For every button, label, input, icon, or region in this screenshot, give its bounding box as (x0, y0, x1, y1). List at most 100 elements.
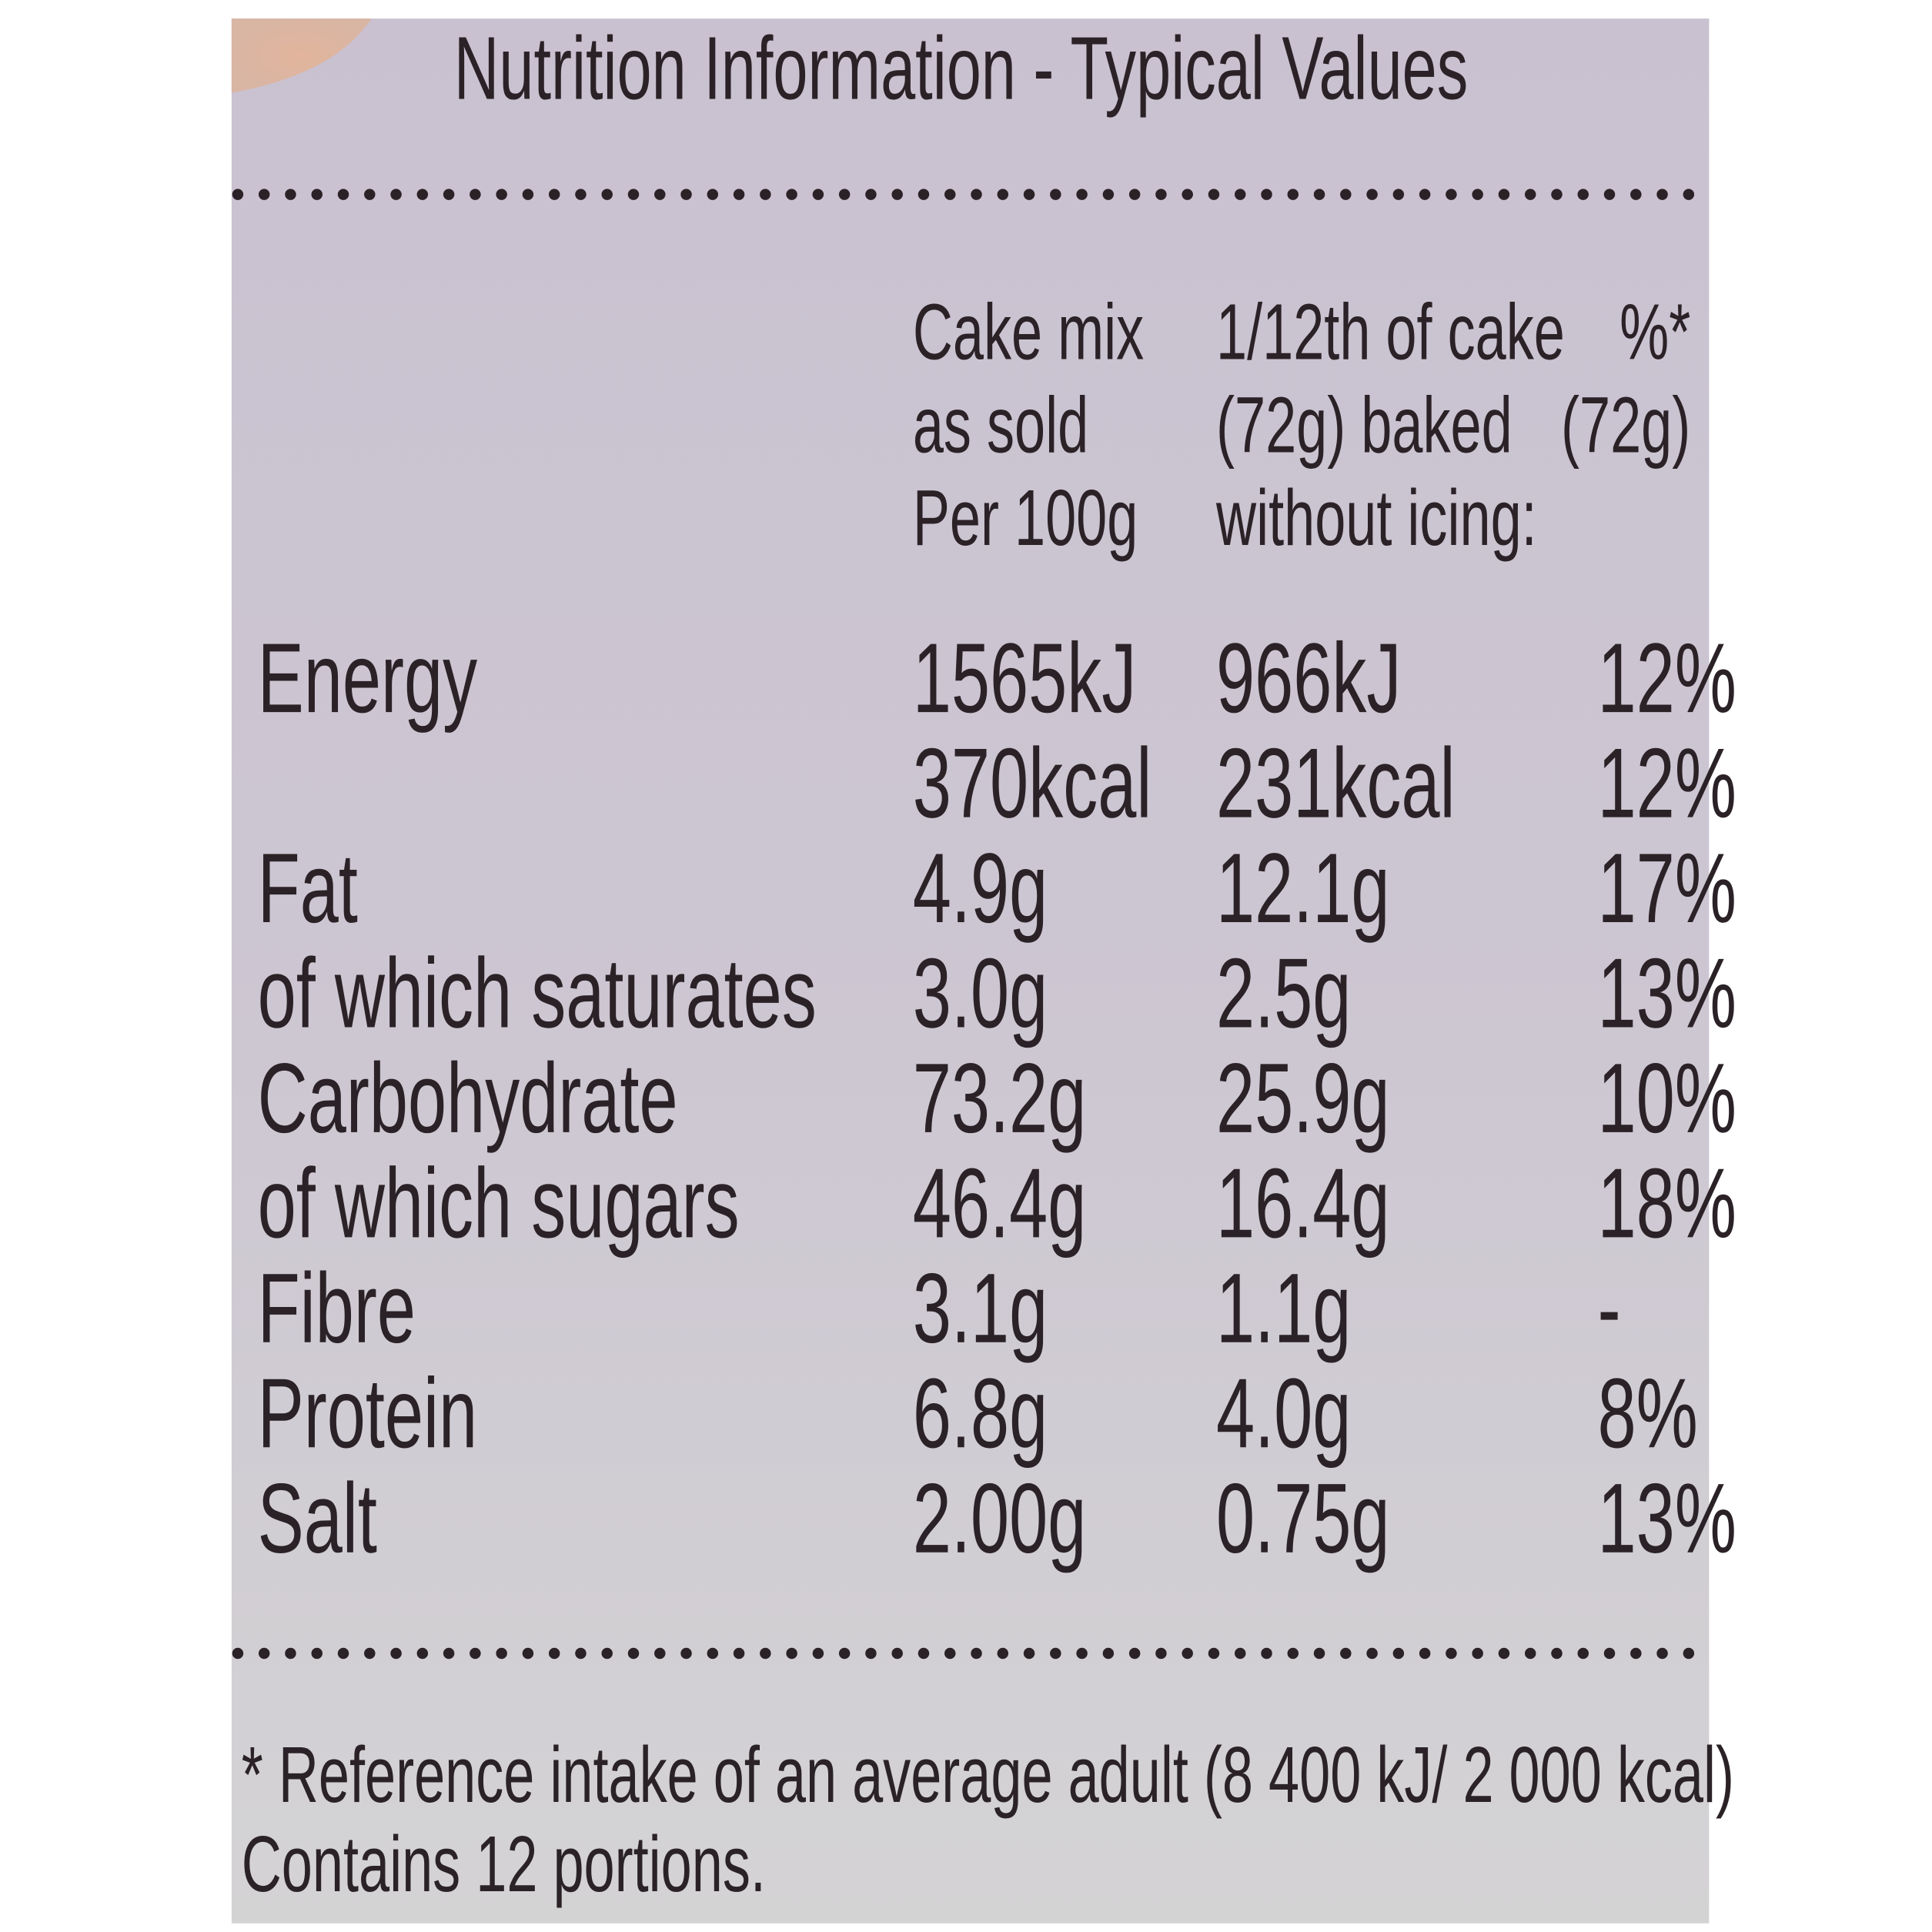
dot (1524, 1647, 1536, 1660)
column-header: Cake mix (913, 288, 1144, 376)
dot (364, 1647, 376, 1660)
dot (232, 1647, 244, 1660)
dot (1366, 189, 1378, 200)
dot (311, 189, 323, 200)
column-header: %* (1619, 288, 1690, 376)
dot (1603, 1647, 1616, 1660)
dot (416, 189, 429, 200)
dot (1472, 189, 1483, 200)
dot (575, 189, 587, 200)
dot (496, 189, 507, 200)
dot (1498, 1647, 1510, 1660)
cell-value: 1.1g (1216, 1252, 1351, 1364)
dot (786, 189, 797, 200)
dot (733, 1647, 745, 1660)
row-label: of which saturates (258, 937, 817, 1048)
dot (285, 189, 296, 200)
dot (971, 189, 982, 200)
dot (1155, 189, 1167, 200)
dot (1102, 189, 1115, 200)
cell-value: 0.75g (1216, 1462, 1389, 1574)
column-header: 1/12th of cake (1216, 288, 1565, 376)
row-label: Protein (258, 1357, 477, 1469)
cell-value: 73.2g (913, 1042, 1086, 1154)
dot (443, 1647, 455, 1660)
dot (812, 1647, 824, 1660)
dot (1577, 1647, 1589, 1660)
dot (1102, 1647, 1115, 1660)
dot (575, 1647, 587, 1660)
cell-value: 13% (1598, 1462, 1736, 1574)
dot (1446, 189, 1457, 200)
cell-value: 1565kJ (913, 622, 1137, 734)
dot (1076, 189, 1088, 200)
cell-value: 18% (1598, 1147, 1736, 1258)
cell-value: 231kcal (1216, 727, 1456, 839)
dot (1261, 189, 1272, 200)
dot (918, 1647, 930, 1660)
dot (997, 1647, 1009, 1660)
dot (627, 1647, 640, 1660)
dot (285, 1647, 296, 1660)
dot (1234, 189, 1246, 200)
dot (654, 189, 666, 200)
dot (1313, 1647, 1325, 1660)
dot (1234, 1647, 1246, 1660)
cell-value: 16.4g (1216, 1147, 1389, 1258)
row-label: of which sugars (258, 1147, 740, 1258)
dot (654, 1647, 666, 1660)
dot (891, 1647, 903, 1660)
dot (1208, 1647, 1220, 1660)
dot (522, 189, 534, 200)
dot (865, 1647, 877, 1660)
dot (1551, 1647, 1563, 1660)
dot (1182, 1647, 1193, 1660)
cell-value: 4.9g (913, 832, 1048, 944)
row-label: Carbohydrate (258, 1042, 678, 1154)
dot (311, 1647, 323, 1660)
column-header: without icing: (1215, 473, 1536, 562)
cell-value: 46.4g (913, 1147, 1086, 1258)
dot (707, 189, 719, 200)
dot (865, 189, 877, 200)
dot (786, 1647, 797, 1660)
column-header: Per 100g (913, 473, 1138, 562)
dot (601, 1647, 613, 1660)
dot (971, 1647, 982, 1660)
cell-value: 25.9g (1216, 1042, 1389, 1154)
dot (390, 1647, 402, 1660)
dot (1630, 189, 1642, 200)
cell-value: 8% (1598, 1357, 1698, 1469)
footnote: Contains 12 portions. (242, 1820, 766, 1908)
dot (1656, 189, 1668, 200)
dot (1023, 189, 1035, 200)
dot (1656, 1647, 1668, 1660)
dot (1603, 189, 1616, 200)
cell-value: 3.0g (913, 937, 1048, 1048)
cell-value: 12% (1598, 727, 1736, 839)
dot (891, 189, 903, 200)
dot (1419, 189, 1431, 200)
row-label: Fibre (258, 1252, 416, 1364)
dot (470, 1647, 481, 1660)
dot (760, 1647, 771, 1660)
dot (1287, 189, 1299, 200)
dot (470, 189, 481, 200)
dot (760, 189, 771, 200)
dot (1340, 189, 1352, 200)
footnote: * Reference intake of an average adult (… (242, 1730, 1734, 1819)
dot (1551, 189, 1563, 200)
column-header: (72g) baked (1216, 381, 1513, 470)
dot (1208, 189, 1220, 200)
dot (627, 189, 640, 200)
dot (944, 189, 956, 200)
dot (1498, 189, 1510, 200)
cell-value: 17% (1598, 832, 1736, 944)
dot (258, 1647, 270, 1660)
cell-value: 6.8g (913, 1357, 1048, 1469)
dot (496, 1647, 507, 1660)
dot (1683, 189, 1695, 200)
cell-value: 3.1g (913, 1252, 1048, 1364)
dot (548, 1647, 560, 1660)
